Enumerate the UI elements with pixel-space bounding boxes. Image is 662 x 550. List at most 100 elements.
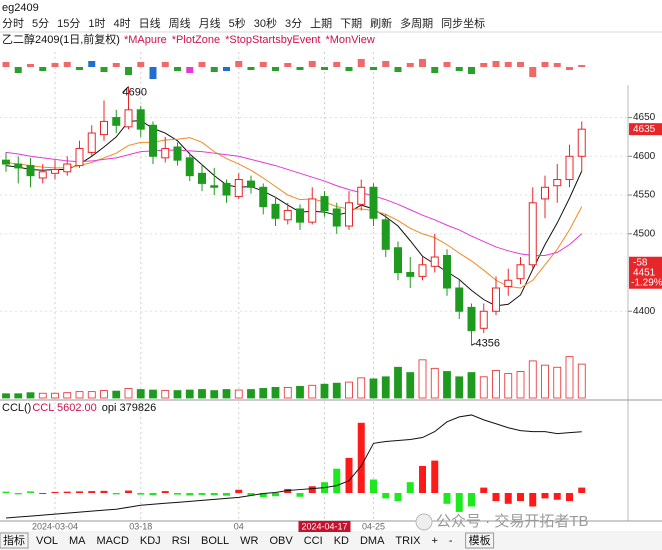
toolbar-button[interactable]: 日线 xyxy=(139,16,161,30)
volume-bar xyxy=(259,388,268,399)
volume-bar xyxy=(381,376,390,399)
indicator-bar xyxy=(14,493,22,495)
toolbar-button[interactable]: 15分 xyxy=(57,17,80,30)
toolbar-button[interactable]: 分时 xyxy=(2,17,24,30)
indicator-bar xyxy=(345,457,353,493)
signal-bar xyxy=(321,67,328,70)
volume-bar xyxy=(577,363,586,399)
signal-bar xyxy=(529,67,537,77)
signal-bar xyxy=(308,61,316,67)
candle-body xyxy=(87,132,96,153)
candle-body xyxy=(283,210,292,221)
indicator-bar xyxy=(223,493,230,496)
tab[interactable]: 指标 xyxy=(3,533,25,547)
candle-body xyxy=(259,186,268,208)
volume-bar xyxy=(26,392,35,399)
indicator-bar xyxy=(174,493,181,495)
indicator-bar xyxy=(431,460,439,493)
indicator-bar xyxy=(517,493,524,502)
cursor-change: -58 xyxy=(633,257,648,268)
toolbar-button[interactable]: 1时 xyxy=(88,17,105,30)
candle-body xyxy=(479,310,488,329)
indicator-bar xyxy=(63,491,71,493)
toolbar-button[interactable]: 30秒 xyxy=(254,16,277,30)
high-label: 4690 xyxy=(123,86,147,98)
tab[interactable]: KD xyxy=(334,535,349,547)
signal-bar xyxy=(137,62,145,67)
tab[interactable]: KDJ xyxy=(140,535,161,547)
tab[interactable]: TRIX xyxy=(395,535,421,547)
tab[interactable]: MACD xyxy=(97,535,129,547)
toolbar-button[interactable]: 月线 xyxy=(199,16,221,30)
indicator-bar xyxy=(455,493,463,512)
indicator-bar xyxy=(112,493,120,495)
last-price-label: 4635 xyxy=(633,124,656,135)
indicator-bar xyxy=(566,493,573,502)
toolbar-button[interactable]: 5秒 xyxy=(229,16,246,30)
tab[interactable]: DMA xyxy=(360,535,385,547)
candle-body xyxy=(38,171,47,179)
candle-body xyxy=(161,148,170,159)
candle-body xyxy=(100,120,108,136)
signal-bar xyxy=(235,61,243,67)
volume-bar xyxy=(528,360,537,399)
x-tick-label: 04 xyxy=(234,521,244,531)
indicator-bar xyxy=(492,493,500,502)
candle-body xyxy=(418,264,427,277)
toolbar-button[interactable]: 刷新 xyxy=(370,16,392,30)
signal-bar xyxy=(382,61,390,67)
high-pointer xyxy=(122,86,129,93)
toolbar-button[interactable]: 周线 xyxy=(169,16,191,30)
signal-bar xyxy=(394,67,402,72)
signal-bar xyxy=(504,62,512,67)
volume-bar xyxy=(87,391,96,399)
tab[interactable]: VOL xyxy=(36,535,58,547)
candle-body xyxy=(173,146,182,161)
candle-body xyxy=(14,163,23,169)
candle-body xyxy=(247,180,255,188)
tab[interactable]: RSI xyxy=(172,535,190,547)
toolbar-button[interactable]: 3分 xyxy=(285,17,302,30)
indicator-bar xyxy=(578,487,586,493)
y-tick-label: 4600 xyxy=(633,151,656,162)
signal-bar xyxy=(431,67,439,73)
signal-bar xyxy=(419,59,426,67)
tab[interactable]: MA xyxy=(69,535,86,547)
volume-bar xyxy=(467,372,476,399)
y-tick-label: 4650 xyxy=(633,112,656,123)
signal-bar xyxy=(223,67,230,71)
volume-bar xyxy=(504,373,513,399)
candle-body xyxy=(345,202,353,227)
tab[interactable]: OBV xyxy=(270,535,294,547)
tab[interactable]: BOLL xyxy=(201,535,229,547)
toolbar-button[interactable]: 4时 xyxy=(114,17,131,30)
toolbar-button[interactable]: 上期 xyxy=(310,17,332,30)
signal-bar xyxy=(333,62,341,67)
tab[interactable]: + xyxy=(431,535,437,547)
tab[interactable]: CCI xyxy=(304,535,323,547)
candle-body xyxy=(565,155,574,181)
signal-bar xyxy=(198,62,206,67)
candle-body xyxy=(381,219,390,250)
tab[interactable]: 模板 xyxy=(469,533,491,547)
candle-body xyxy=(467,306,476,332)
volume-bar xyxy=(2,393,10,399)
tab[interactable]: WR xyxy=(240,535,258,547)
cursor-change-pct: -1.29% xyxy=(631,277,662,288)
signal-bar xyxy=(2,62,10,67)
chart-title: 乙二醇2409(1日,前复权) xyxy=(2,32,120,46)
tab[interactable]: - xyxy=(449,535,453,547)
candle-body xyxy=(577,128,586,157)
watermark-icon xyxy=(415,513,433,531)
volume-bar xyxy=(100,390,108,399)
signal-bar xyxy=(480,63,488,67)
toolbar-button[interactable]: 多周期 xyxy=(400,16,433,30)
signal-bar xyxy=(345,67,353,71)
toolbar-button[interactable]: 下期 xyxy=(340,17,362,30)
candle-body xyxy=(51,168,59,174)
toolbar-button[interactable]: 同步坐标 xyxy=(441,16,485,30)
candle-body xyxy=(136,109,145,130)
toolbar-button[interactable]: 5分 xyxy=(32,17,49,30)
volume-bar xyxy=(14,393,23,399)
